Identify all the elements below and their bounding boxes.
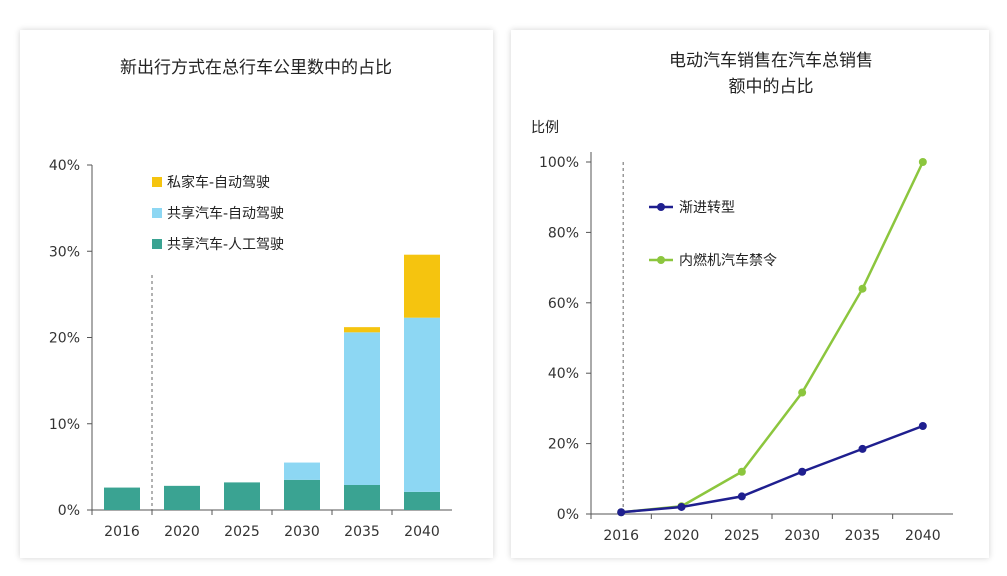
- legend-label: 内燃机汽车禁令: [679, 252, 777, 269]
- legend-label: 共享汽车-人工驾驶: [167, 236, 284, 253]
- x-tick-label: 2016: [603, 528, 639, 544]
- y-tick-label: 0%: [58, 503, 80, 519]
- x-tick-label: 2020: [664, 528, 700, 544]
- x-tick-label: 2016: [104, 524, 140, 540]
- point-ban-2030: [798, 388, 807, 397]
- y-tick-label: 0%: [557, 507, 579, 523]
- bar-auto-shared-2035: [344, 332, 380, 485]
- x-tick-label: 2025: [224, 524, 260, 540]
- legend-marker: [657, 256, 665, 264]
- bar-manual-shared-2025: [224, 482, 260, 510]
- point-gradual-2020: [677, 502, 686, 511]
- stacked-bar-chart: 新出行方式在总行车公里数中的占比 0% 10% 20% 30% 40% 2016 2020 2…: [49, 58, 452, 540]
- point-gradual-2025: [737, 492, 746, 501]
- bar-auto-shared-2030: [284, 462, 320, 480]
- y-tick-label: 60%: [548, 296, 579, 312]
- chart-title-line-2: 额中的占比: [729, 77, 814, 97]
- y-tick-label: 20%: [548, 437, 579, 453]
- chart-title: 新出行方式在总行车公里数中的占比: [120, 58, 392, 78]
- point-ban-2040: [918, 158, 927, 166]
- stacked-bar-chart-panel: 新出行方式在总行车公里数中的占比 0% 10% 20% 30% 40% 2016 2020 2…: [20, 30, 493, 558]
- bar-auto-private-2040: [404, 254, 440, 318]
- legend-label: 渐进转型: [679, 200, 735, 216]
- x-tick-label: 2035: [344, 524, 380, 540]
- y-tick-label: 40%: [49, 158, 80, 174]
- point-gradual-2035: [858, 444, 867, 453]
- y-tick-label: 20%: [49, 331, 80, 347]
- x-tick-label: 2040: [404, 524, 440, 540]
- point-ban-2035: [858, 284, 867, 293]
- legend-swatch: [152, 239, 162, 249]
- line-chart-panel: 电动汽车销售在汽车总销售 额中的占比 比例 0% 20% 40% 60% 80% 100%…: [511, 30, 989, 558]
- series-line-gradual: [621, 424, 924, 514]
- x-tick-label: 2030: [284, 524, 320, 540]
- bar-manual-shared-2020: [164, 485, 200, 510]
- y-axis-label: 比例: [531, 120, 559, 136]
- point-gradual-2016: [617, 508, 626, 517]
- bar-auto-private-2035: [344, 327, 380, 333]
- bar-auto-shared-2040: [404, 317, 440, 492]
- y-tick-label: 10%: [49, 417, 80, 433]
- x-tick-label: 2020: [164, 524, 200, 540]
- bar-manual-shared-2030: [284, 479, 320, 510]
- legend-marker: [657, 203, 665, 211]
- x-tick-label: 2030: [784, 528, 820, 544]
- y-tick-label: 40%: [548, 366, 579, 382]
- x-tick-label: 2035: [845, 528, 881, 544]
- x-tick-label: 2025: [724, 528, 760, 544]
- bar-manual-shared-2040: [404, 491, 440, 510]
- legend-label: 共享汽车-自动驾驶: [167, 205, 284, 222]
- chart-title-line-1: 电动汽车销售在汽车总销售: [669, 51, 873, 71]
- line-chart: 电动汽车销售在汽车总销售 额中的占比 比例 0% 20% 40% 60% 80% 100%…: [531, 51, 953, 544]
- legend-label: 私家车-自动驾驶: [167, 174, 270, 191]
- bar-manual-shared-2035: [344, 484, 380, 510]
- bar-manual-shared-2016: [104, 487, 140, 510]
- series-line-ban: [621, 161, 924, 514]
- point-gradual-2030: [798, 467, 807, 476]
- y-tick-label: 100%: [539, 155, 579, 171]
- point-gradual-2040: [918, 422, 927, 430]
- legend-swatch: [152, 208, 162, 218]
- point-ban-2025: [737, 467, 746, 476]
- legend-swatch: [152, 177, 162, 187]
- x-tick-label: 2040: [905, 528, 941, 544]
- y-tick-label: 30%: [49, 244, 80, 260]
- y-tick-label: 80%: [548, 225, 579, 241]
